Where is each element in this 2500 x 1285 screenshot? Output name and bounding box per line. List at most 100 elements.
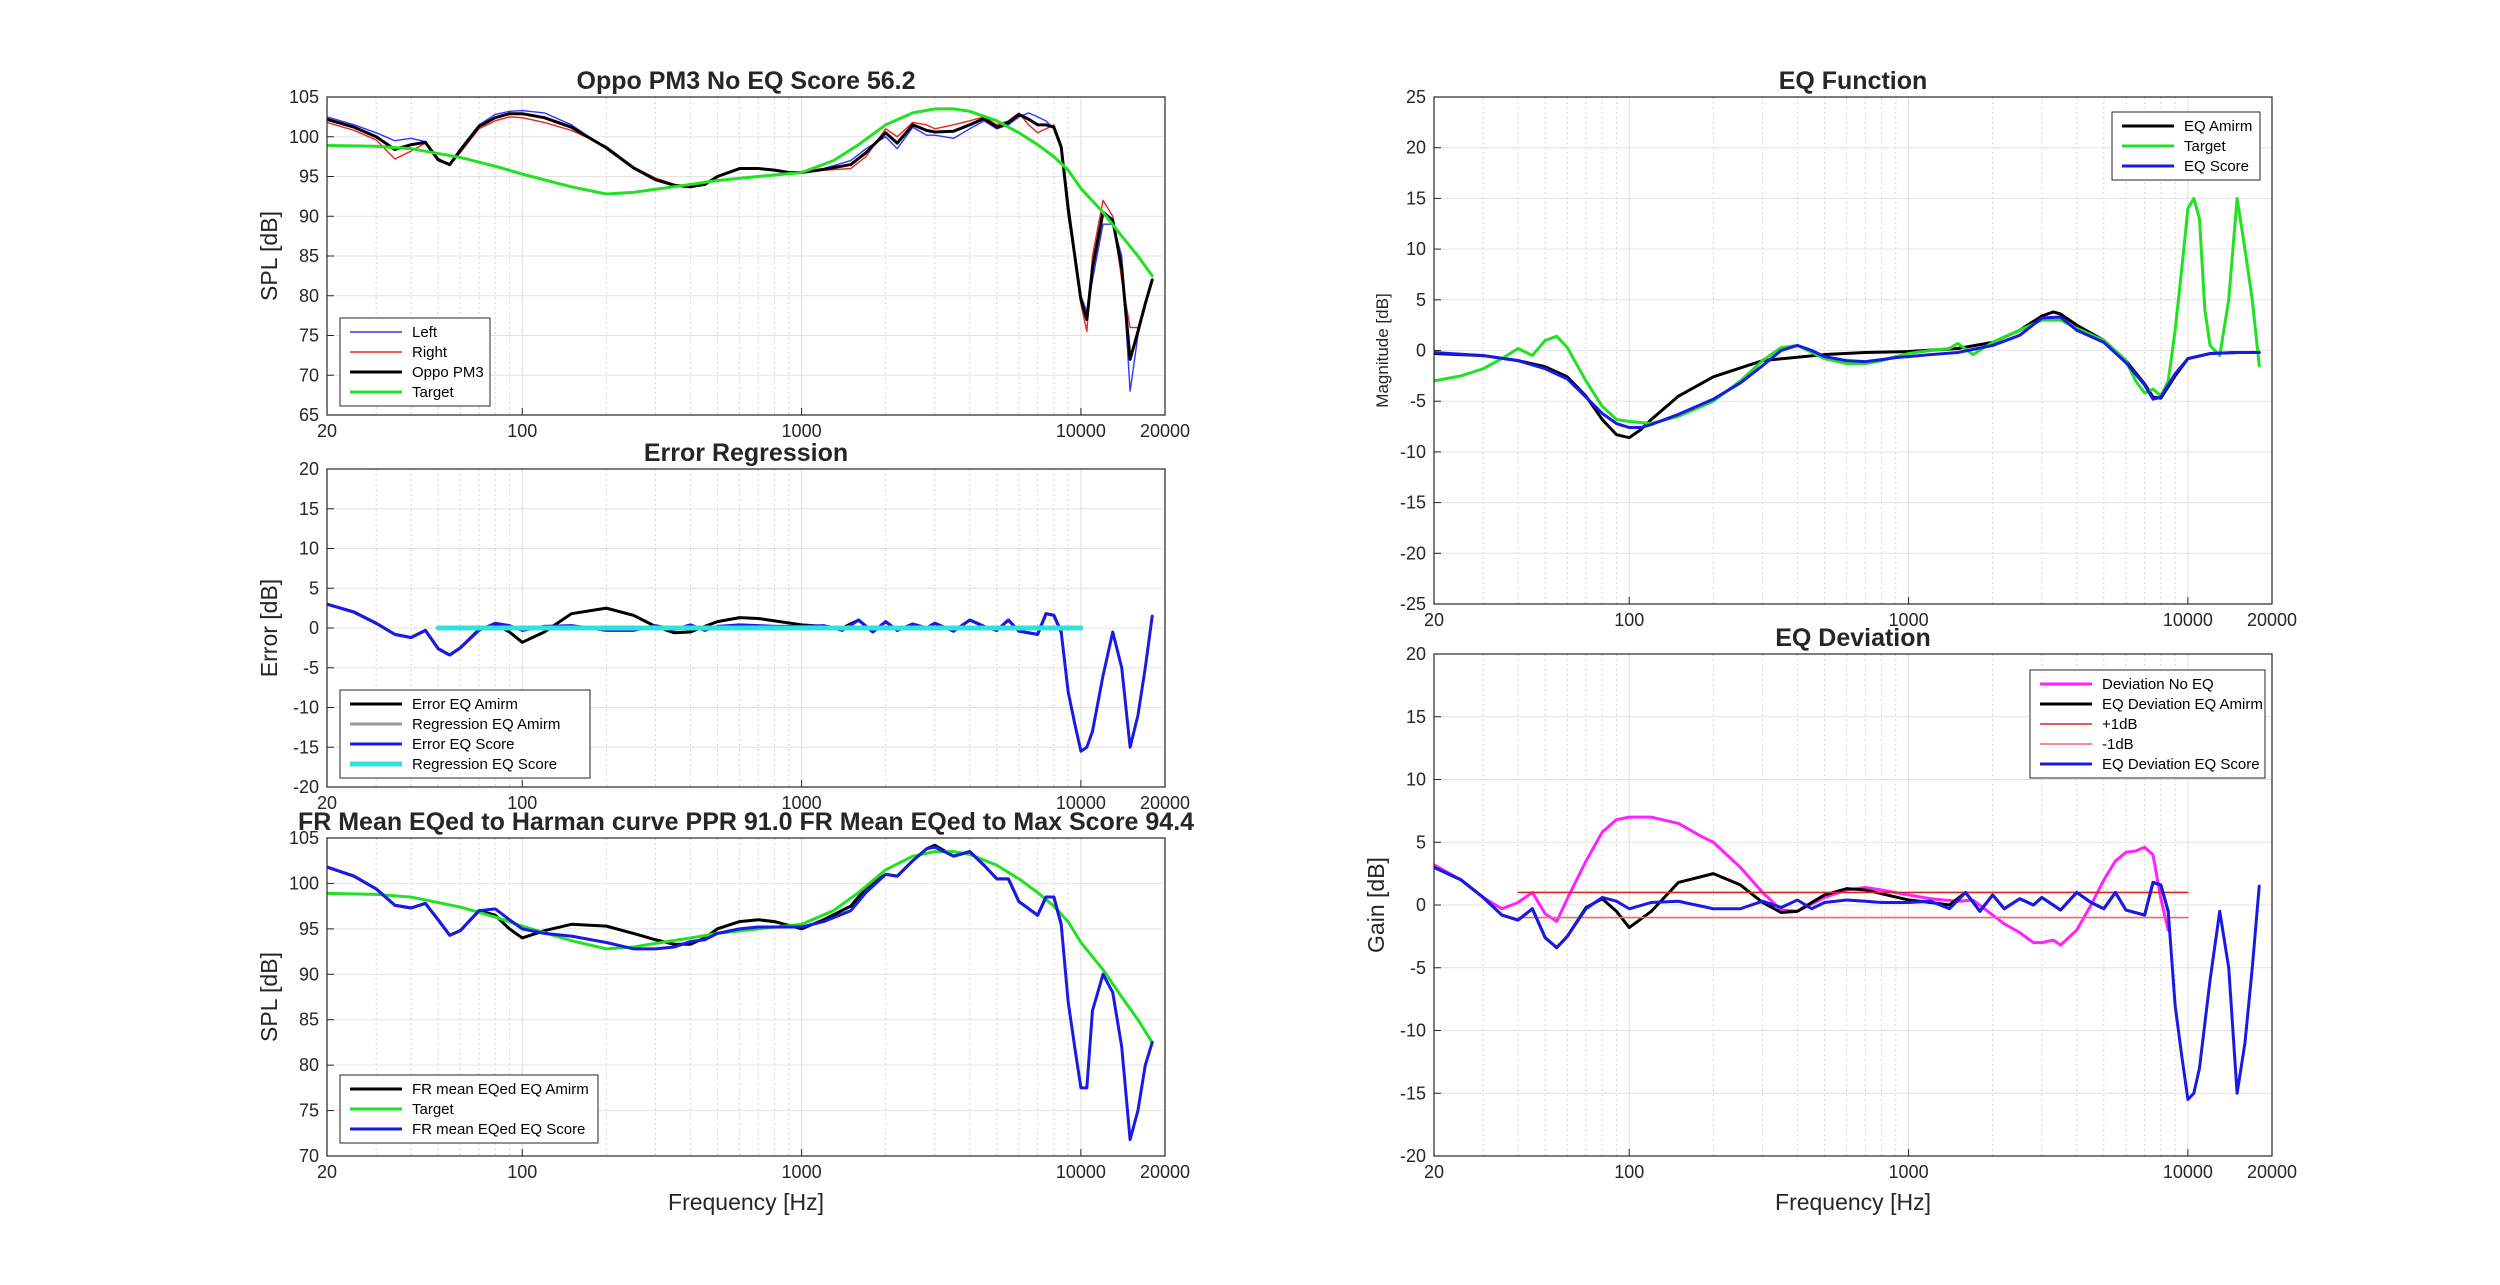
p3-chart-title: FR Mean EQed to Harman curve PPR 91.0 FR… (298, 808, 1194, 836)
p1-y-tick-label: 95 (299, 167, 319, 187)
p3-y-tick-label: 95 (299, 919, 319, 939)
p2-y-tick-label: 0 (309, 618, 319, 638)
p3-x-tick-label: 20000 (1140, 1162, 1190, 1182)
plot-p1: 20 100 1000 10000 20000 65 70 75 80 85 90 95 100 105 O… (256, 67, 1190, 441)
p2-y-tick-label: -15 (293, 737, 319, 757)
p3-y-tick-label: 75 (299, 1101, 319, 1121)
p4-y-tick-label: -20 (1400, 543, 1426, 563)
p5-y-tick-label: -15 (1400, 1083, 1426, 1103)
p2-y-tick-label: -10 (293, 698, 319, 718)
p5-x-axis-label: Frequency [Hz] (1775, 1189, 1931, 1215)
p5-y-tick-label: -20 (1400, 1146, 1426, 1166)
p4-x-tick-label: 20 (1424, 610, 1444, 630)
plot-p4: 20 100 1000 10000 20000 -25 -20 -15 -10 -5 0 5 10 15 2… (1373, 67, 2297, 630)
p1-y-tick-label: 85 (299, 246, 319, 266)
p5-series-eq-deviation-eq-score (1434, 865, 2261, 1102)
p2-x-tick-label: 1000 (782, 793, 822, 813)
p4-y-tick-label: 15 (1406, 188, 1426, 208)
p2-x-tick-label: 10000 (1056, 793, 1106, 813)
p5-legend-label-eq-deviation-eq-amirm: EQ Deviation EQ Amirm (2102, 696, 2263, 713)
p4-chart-title: EQ Function (1779, 67, 1928, 95)
p1-y-tick-label: 90 (299, 206, 319, 226)
p1-x-tick-label: 20 (317, 421, 337, 441)
p1-y-tick-label: 100 (289, 127, 319, 147)
p5-y-tick-label: -10 (1400, 1021, 1426, 1041)
p5-legend: Deviation No EQ EQ Deviation EQ Amirm +1dB… (2029, 669, 2266, 779)
p4-series-eq-score (1434, 315, 2261, 430)
plot-p3: 20 100 1000 10000 20000707580859095100105FR … (256, 808, 1194, 1215)
p5-legend-label-1db: -1dB (2102, 736, 2134, 753)
p1-legend-label-right: Right (412, 344, 448, 361)
p5-chart-title: EQ Deviation (1775, 624, 1931, 652)
p3-y-tick-label: 80 (299, 1055, 319, 1075)
p4-x-tick-label: 100 (1614, 610, 1644, 630)
p1-y-tick-label: 65 (299, 405, 319, 425)
p4-y-tick-label: -5 (1410, 391, 1426, 411)
p3-y-tick-label: 70 (299, 1146, 319, 1166)
p4-legend-label-eq-amirm: EQ Amirm (2184, 118, 2252, 135)
p4-y-tick-label: 5 (1416, 290, 1426, 310)
p5-x-tick-label: 20000 (2247, 1162, 2297, 1182)
p5-x-tick-label: 10000 (2163, 1162, 2213, 1182)
p2-x-tick-label: 20 (317, 793, 337, 813)
p4-y-tick-label: -10 (1400, 442, 1426, 462)
p1-legend-label-oppo-pm3: Oppo PM3 (412, 364, 484, 381)
p2-legend-label-regression-eq-score: Regression EQ Score (412, 756, 557, 773)
p5-y-tick-label: 20 (1406, 644, 1426, 664)
plot-p2: 20 100 1000 10000 20000-20-15-10-505101520Er… (256, 439, 1190, 813)
p5-y-tick-label: -5 (1410, 958, 1426, 978)
p5-x-tick-label: 100 (1614, 1162, 1644, 1182)
p5-y-tick-label: 10 (1406, 770, 1426, 790)
p3-x-tick-label: 100 (507, 1162, 537, 1182)
p2-legend-label-error-eq-amirm: Error EQ Amirm (412, 696, 518, 713)
p1-legend-label-left: Left (412, 324, 438, 341)
p4-y-tick-label: 20 (1406, 138, 1426, 158)
plot-p5: 20 100 1000 10000 20000 -20 -15 -10 -5 0 5 10 15 20 EQ… (1363, 624, 2297, 1215)
p4-y-tick-label: 0 (1416, 341, 1426, 361)
p4-y-axis-label: Magnitude [dB] (1373, 293, 1392, 407)
p5-y-tick-label: 5 (1416, 832, 1426, 852)
p3-y-tick-label: 100 (289, 873, 319, 893)
p3-x-tick-label: 1000 (782, 1162, 822, 1182)
p1-series-target (327, 107, 1154, 278)
p4-y-tick-label: 25 (1406, 87, 1426, 107)
p2-legend: Error EQ Amirm Regression EQ Amirm Error E… (339, 689, 591, 779)
p3-x-tick-label: 10000 (1056, 1162, 1106, 1182)
p1-x-tick-label: 20000 (1140, 421, 1190, 441)
p1-y-tick-label: 75 (299, 326, 319, 346)
p4-x-tick-label: 10000 (2163, 610, 2213, 630)
p1-legend-label-target: Target (412, 384, 455, 401)
p2-y-axis-label: Error [dB] (256, 579, 282, 677)
p1-legend: Left Right Oppo PM3 Target (339, 317, 491, 407)
p2-chart-title: Error Regression (644, 439, 848, 467)
p1-x-tick-label: 100 (507, 421, 537, 441)
p1-y-tick-label: 105 (289, 87, 319, 107)
p5-x-tick-label: 1000 (1889, 1162, 1929, 1182)
p3-legend-label-fr-mean-eqed-eq-score: FR mean EQed EQ Score (412, 1121, 585, 1138)
p1-x-tick-label: 10000 (1056, 421, 1106, 441)
p2-x-tick-label: 20000 (1140, 793, 1190, 813)
p3-y-tick-label: 90 (299, 964, 319, 984)
p1-series-oppo-pm3 (327, 112, 1154, 361)
p3-series-fr-mean-eqed-eq-score (327, 845, 1154, 1142)
p3-y-tick-label: 85 (299, 1010, 319, 1030)
p5-legend-label-deviation-no-eq: Deviation No EQ (2102, 676, 2214, 693)
p4-legend-label-target: Target (2184, 138, 2227, 155)
p4-legend: EQ Amirm Target EQ Score (2111, 111, 2261, 181)
p4-legend-label-eq-score: EQ Score (2184, 158, 2249, 175)
p3-legend-label-target: Target (412, 1101, 455, 1118)
p2-y-tick-label: -20 (293, 777, 319, 797)
p5-x-tick-label: 20 (1424, 1162, 1444, 1182)
p3-legend: FR mean EQed EQ Amirm Target FR mean EQed … (339, 1074, 599, 1144)
p3-x-tick-label: 20 (317, 1162, 337, 1182)
p4-y-tick-label: 10 (1406, 239, 1426, 259)
p2-y-tick-label: 5 (309, 578, 319, 598)
p5-y-tick-label: 0 (1416, 895, 1426, 915)
p1-y-tick-label: 80 (299, 286, 319, 306)
p2-x-tick-label: 100 (507, 793, 537, 813)
p1-y-tick-label: 70 (299, 365, 319, 385)
p5-y-tick-label: 15 (1406, 707, 1426, 727)
p4-x-tick-label: 20000 (2247, 610, 2297, 630)
p5-legend-label-1db: +1dB (2102, 716, 2137, 733)
